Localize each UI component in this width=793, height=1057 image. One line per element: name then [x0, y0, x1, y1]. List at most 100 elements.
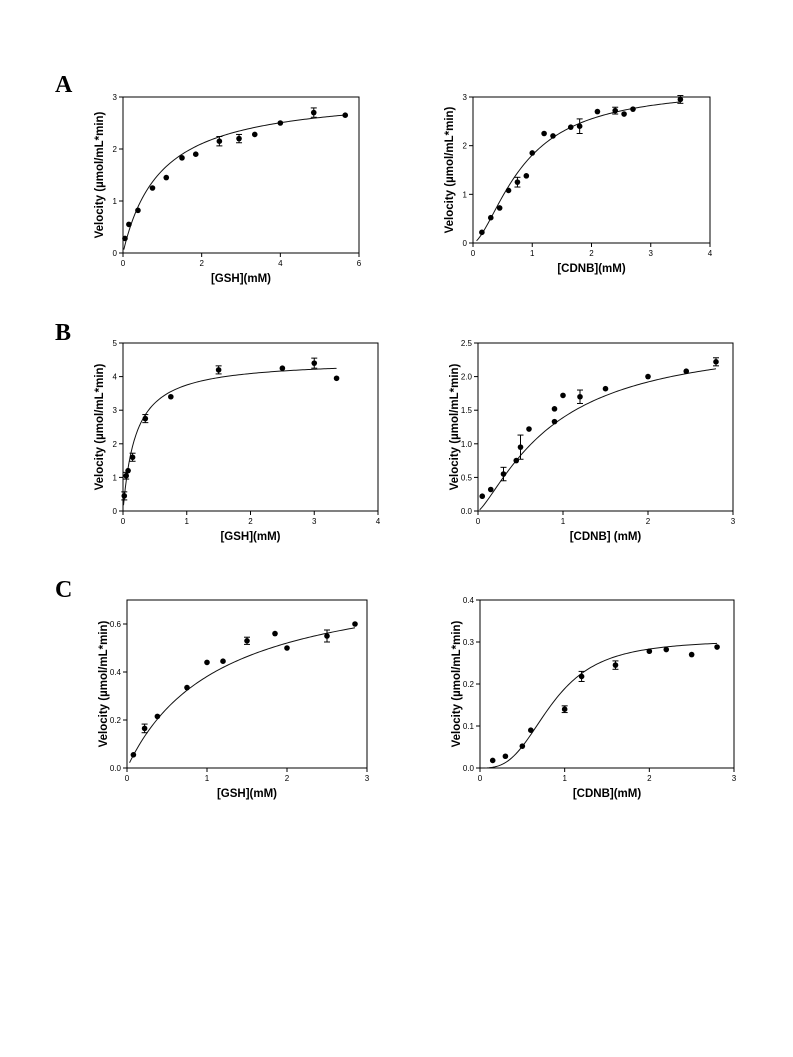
data-point [514, 179, 521, 185]
y-tick-label: 2.5 [461, 339, 473, 348]
data-point [310, 109, 317, 116]
data-point [489, 757, 496, 764]
data-point [272, 630, 278, 637]
data-point [551, 406, 558, 412]
data-point [529, 150, 536, 156]
data-point [236, 135, 242, 142]
data-point [528, 727, 534, 733]
plot-frame [122, 96, 360, 254]
data-point [204, 659, 210, 666]
data-point [621, 111, 627, 117]
data-point [179, 155, 185, 161]
x-tick-label: 2 [646, 517, 651, 526]
y-tick-label: 4 [113, 373, 118, 382]
y-axis-title: Velocity (µmol/mL*min) [98, 620, 110, 747]
data-point [284, 645, 290, 651]
x-tick-label: 1 [562, 774, 567, 783]
data-point [663, 646, 670, 653]
x-tick-label: 0 [121, 517, 126, 526]
x-tick-label: 0 [125, 774, 130, 783]
y-tick-label: 0 [113, 507, 118, 516]
y-tick-label: 0.1 [463, 722, 475, 731]
y-tick-label: 0.5 [461, 473, 473, 482]
x-tick-label: 4 [708, 249, 713, 258]
x-tick-label: 3 [365, 774, 370, 783]
data-point [333, 375, 340, 382]
data-point [220, 658, 226, 664]
data-point [121, 493, 128, 499]
y-axis-title: Velocity (µmol/mL*min) [449, 363, 461, 490]
x-tick-label: 1 [530, 249, 535, 258]
x-axis-title: [GSH](mM) [217, 788, 277, 800]
data-point [713, 359, 719, 365]
x-tick-label: 3 [312, 517, 317, 526]
data-point [163, 174, 170, 181]
y-axis-title: Velocity (µmol/mL*min) [94, 111, 106, 238]
data-point [135, 207, 141, 214]
y-tick-label: 0.0 [463, 764, 475, 773]
y-tick-label: 2 [113, 440, 118, 449]
data-point [311, 360, 318, 366]
y-tick-label: 3 [113, 93, 118, 102]
y-tick-label: 1.5 [461, 406, 473, 415]
y-axis-title: Velocity (µmol/mL*min) [444, 106, 456, 233]
x-tick-label: 3 [732, 774, 737, 783]
x-tick-label: 0 [471, 249, 476, 258]
y-tick-label: 3 [463, 93, 468, 102]
data-point [479, 493, 486, 500]
x-tick-label: 2 [647, 774, 652, 783]
x-axis-title: [CDNB] (mM) [570, 531, 642, 543]
x-axis-title: [GSH](mM) [211, 273, 271, 285]
y-tick-label: 5 [113, 339, 118, 348]
y-tick-label: 2 [463, 142, 468, 151]
y-tick-label: 0 [113, 249, 118, 258]
fit-curve [485, 642, 718, 769]
data-point [123, 472, 129, 479]
data-point [551, 418, 558, 425]
data-point [126, 221, 132, 228]
y-tick-label: 3 [113, 406, 118, 415]
data-point [594, 108, 601, 115]
data-point [129, 454, 136, 461]
data-point [496, 205, 503, 211]
data-point [567, 124, 574, 130]
y-tick-label: 0.4 [110, 668, 122, 677]
data-point [541, 130, 547, 137]
data-point [714, 644, 720, 650]
data-point [502, 753, 509, 760]
data-point [122, 235, 128, 242]
y-tick-label: 0.2 [463, 680, 475, 689]
plot-frame [477, 342, 734, 512]
plot-frame [126, 599, 368, 769]
data-point [688, 651, 695, 658]
data-point [561, 706, 568, 712]
x-tick-label: 0 [476, 517, 481, 526]
data-point [560, 392, 566, 399]
data-point [125, 467, 131, 474]
x-tick-label: 0 [121, 259, 126, 268]
x-tick-label: 3 [731, 517, 736, 526]
data-point [192, 151, 199, 157]
data-point [141, 725, 148, 732]
data-point [130, 752, 137, 758]
x-tick-label: 1 [205, 774, 210, 783]
data-point [324, 633, 330, 639]
data-point [215, 367, 222, 373]
y-axis-title: Velocity (µmol/mL*min) [94, 363, 106, 490]
data-point [352, 621, 358, 627]
panel-letter-a: A [55, 72, 73, 98]
data-point [279, 365, 286, 372]
y-tick-label: 1.0 [461, 440, 473, 449]
data-point [342, 112, 349, 118]
x-tick-label: 2 [199, 259, 204, 268]
y-tick-label: 0.6 [110, 620, 122, 629]
x-tick-label: 3 [649, 249, 654, 258]
x-tick-label: 1 [185, 517, 190, 526]
x-tick-label: 4 [278, 259, 283, 268]
x-tick-label: 0 [478, 774, 483, 783]
fit-curve [129, 627, 356, 763]
x-axis-title: [CDNB](mM) [557, 263, 626, 275]
y-tick-label: 2.0 [461, 373, 473, 382]
y-tick-label: 1 [113, 473, 118, 482]
